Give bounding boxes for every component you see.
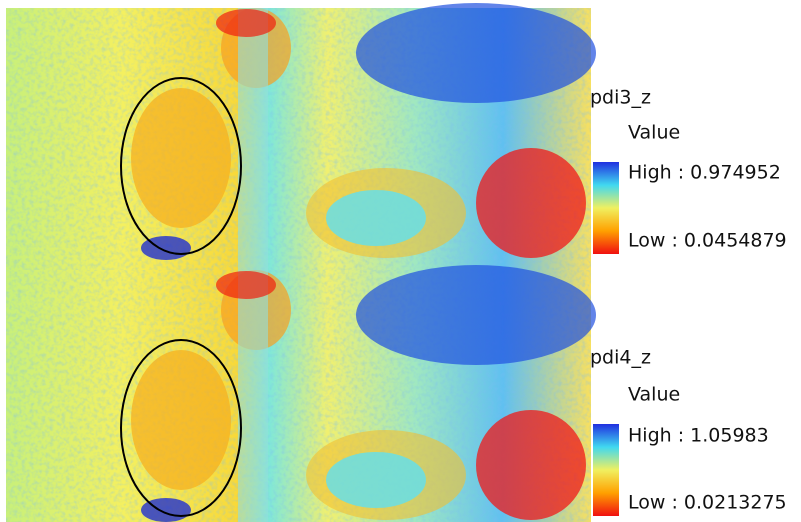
color-ramp <box>593 424 619 516</box>
legend-title: pdi3_z <box>590 87 651 109</box>
figure: pdi3_z Value High : 0.974952 Low : 0.045… <box>0 0 801 522</box>
legend-low: Low : 0.0454879 <box>628 230 787 252</box>
legend-high: High : 0.974952 <box>628 162 781 184</box>
color-ramp <box>593 162 619 254</box>
legend-subtitle: Value <box>628 122 680 144</box>
panel: pdi3_z Value High : 0.974952 Low : 0.045… <box>6 3 787 270</box>
panel: pdi4_z Value High : 1.05983 Low : 0.0213… <box>6 265 787 522</box>
legend-subtitle: Value <box>628 384 680 406</box>
legend-low: Low : 0.0213275 <box>628 492 787 514</box>
legend-high: High : 1.05983 <box>628 425 769 447</box>
raster-image <box>6 3 596 270</box>
raster-image <box>6 265 596 522</box>
legend-title: pdi4_z <box>590 347 651 369</box>
